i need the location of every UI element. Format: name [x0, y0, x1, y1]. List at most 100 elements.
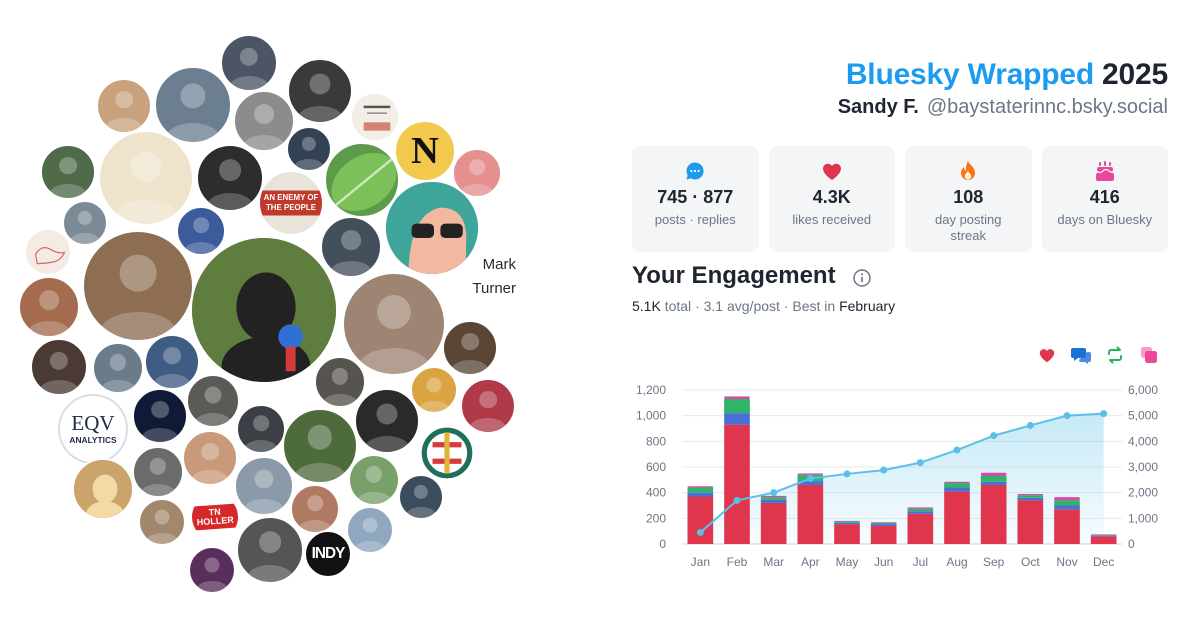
avatar-50[interactable] [188, 546, 236, 594]
avatar-15[interactable] [384, 180, 480, 276]
x-tick-label: Mar [763, 555, 784, 569]
cumulative-point [916, 459, 924, 467]
bar-replies [834, 522, 860, 525]
avatar-12[interactable] [196, 144, 264, 212]
avatar-46[interactable]: TN HOLLER [190, 492, 240, 542]
avatar-08[interactable]: N [394, 120, 456, 182]
stat-card-streak: 108 day posting streak [905, 146, 1032, 252]
avatar-30[interactable] [460, 378, 516, 434]
avatar-45[interactable] [138, 498, 186, 546]
avatar-36[interactable] [354, 388, 420, 454]
avatar-41[interactable] [234, 456, 294, 516]
reply-icon[interactable] [1070, 344, 1092, 366]
bar-reposts [944, 483, 970, 488]
stat-label: likes received [792, 212, 872, 227]
bar-likes [944, 491, 970, 544]
avatar-11[interactable] [98, 130, 194, 226]
stat-value: 745 · 877 [657, 187, 734, 207]
avatar-17[interactable] [176, 206, 226, 256]
avatar-05[interactable] [287, 58, 353, 124]
avatar-23[interactable] [342, 272, 446, 376]
avatar-01[interactable] [220, 34, 278, 92]
y-left-tick-label: 0 [659, 537, 666, 551]
avatar-20[interactable] [82, 230, 194, 342]
bar-reposts [760, 497, 787, 500]
avatar-27[interactable] [144, 334, 200, 390]
y-right-tick-label: 6,000 [1128, 383, 1158, 397]
bar-quotes [870, 522, 897, 523]
info-icon[interactable] [852, 268, 872, 288]
avatar-34[interactable] [236, 404, 286, 454]
avatar-28[interactable] [314, 356, 366, 408]
x-tick-label: Jul [913, 555, 928, 569]
stat-label: day posting streak [935, 212, 1002, 243]
avatar-35[interactable] [282, 408, 358, 484]
avatar-29[interactable] [410, 366, 458, 414]
avatar-38[interactable] [182, 430, 238, 486]
avatar-24[interactable] [442, 320, 498, 376]
avatar-39[interactable] [132, 446, 184, 498]
avatar-31[interactable]: EQV ANALYTICS [58, 394, 128, 464]
avatar-26[interactable] [92, 342, 144, 394]
bar-replies [980, 481, 1007, 485]
avatar-25[interactable] [30, 338, 88, 396]
avatar-44[interactable] [290, 484, 340, 534]
avatar-10[interactable] [40, 144, 96, 200]
avatar-43[interactable] [398, 474, 444, 520]
avatar-13[interactable]: AN ENEMY OF THE PEOPLE [258, 170, 324, 236]
avatar-19[interactable] [24, 228, 72, 276]
stat-card-days: 416 days on Bluesky [1041, 146, 1169, 252]
y-right-tick-label: 0 [1128, 537, 1135, 551]
avatar-32[interactable] [132, 388, 188, 444]
bar-replies [870, 524, 897, 527]
y-right-tick-label: 3,000 [1128, 460, 1158, 474]
avatar-06[interactable] [350, 92, 400, 142]
avatar-42[interactable] [348, 454, 400, 506]
bar-quotes [907, 507, 934, 509]
quote-icon[interactable] [1138, 344, 1160, 366]
y-left-tick-label: 1,000 [636, 409, 666, 423]
stat-card-posts: 745 · 877 posts · replies [632, 146, 759, 252]
repost-icon[interactable] [1104, 344, 1126, 366]
avatar-22[interactable] [18, 276, 80, 338]
avatar-02[interactable] [96, 78, 152, 134]
cumulative-point [770, 489, 778, 497]
avatar-33[interactable] [186, 374, 240, 428]
heart-icon[interactable] [1036, 344, 1058, 366]
y-left-tick-label: 1,200 [636, 383, 666, 397]
y-right-tick-label: 5,000 [1128, 409, 1158, 423]
avatar-cloud: N AN ENEMY OF THE PEOPLE EQV ANALYTICS TN HOL… [0, 0, 560, 630]
avatar-07[interactable] [286, 126, 332, 172]
bar-likes [760, 502, 787, 544]
page-title: Bluesky Wrapped 2025 [846, 58, 1168, 92]
bar-replies [1054, 505, 1080, 510]
cumulative-point [1063, 412, 1071, 420]
separator: · [695, 298, 700, 314]
y-right-tick-label: 1,000 [1128, 511, 1158, 525]
bar-quotes [797, 473, 824, 475]
avatar-40[interactable] [72, 458, 134, 520]
avatar-48[interactable] [346, 506, 394, 554]
stat-label: posts · replies [654, 212, 736, 227]
avatar-03[interactable] [154, 66, 232, 144]
avatar-14[interactable] [324, 142, 400, 218]
engagement-summary: 5.1K total · 3.1 avg/post · Best in Febr… [632, 298, 895, 314]
stats-row: 745 · 877 posts · replies 4.3K likes rec… [632, 146, 1168, 252]
bar-likes [724, 424, 750, 544]
avatar-04[interactable] [233, 90, 295, 152]
avatar-49[interactable]: INDY [304, 530, 352, 578]
avatar-16[interactable] [62, 200, 108, 246]
avatar-37[interactable] [414, 420, 476, 482]
bar-reposts [724, 398, 750, 414]
cake-icon [1042, 160, 1169, 182]
engagement-total: 5.1K [632, 298, 661, 314]
best-month: February [839, 298, 896, 314]
year-title: 2025 [1102, 58, 1168, 91]
bar-replies [1017, 497, 1044, 501]
avatar-47[interactable] [236, 516, 304, 584]
bar-reposts [907, 508, 934, 512]
avatar-21[interactable] [190, 236, 338, 384]
avatar-18[interactable] [320, 216, 382, 278]
x-tick-label: Aug [946, 555, 967, 569]
stat-card-likes: 4.3K likes received [768, 146, 895, 252]
